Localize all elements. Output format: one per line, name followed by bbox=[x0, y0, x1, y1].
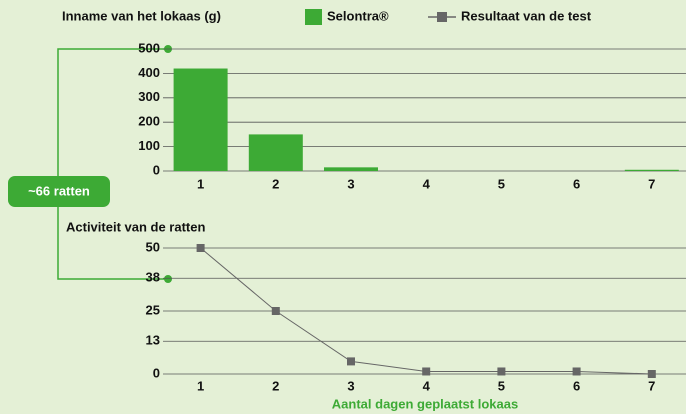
y-tick-label: 50 bbox=[146, 239, 160, 254]
x-tick-label: 2 bbox=[272, 378, 279, 393]
marker bbox=[271, 307, 280, 315]
x-tick-label: 7 bbox=[648, 378, 655, 393]
x-tick-label: 3 bbox=[347, 176, 354, 191]
bar bbox=[248, 134, 303, 171]
x-tick-label: 7 bbox=[648, 176, 655, 191]
x-tick-label: 5 bbox=[498, 176, 505, 191]
y-tick-label: 200 bbox=[138, 114, 160, 129]
chart-title: Inname van het lokaas (g) bbox=[62, 8, 221, 23]
x-tick-label: 3 bbox=[347, 378, 354, 393]
y-tick-label: 38 bbox=[146, 270, 160, 285]
y-tick-label: 0 bbox=[153, 162, 160, 177]
bracket bbox=[57, 48, 168, 280]
marker bbox=[497, 367, 506, 376]
marker bbox=[347, 357, 355, 366]
marker bbox=[647, 370, 656, 378]
bar bbox=[324, 167, 378, 171]
x-axis-label: Aantal dagen geplaatst lokaas bbox=[332, 396, 518, 411]
x-tick-label: 5 bbox=[498, 378, 505, 393]
x-tick-label: 6 bbox=[573, 378, 580, 393]
x-tick-label: 4 bbox=[423, 176, 431, 191]
marker bbox=[196, 244, 205, 252]
annotation-box bbox=[8, 176, 110, 207]
x-tick-label: 6 bbox=[573, 176, 580, 191]
chart-title: Activiteit van de ratten bbox=[66, 219, 205, 234]
y-tick-label: 400 bbox=[138, 65, 160, 80]
x-tick-label: 4 bbox=[423, 378, 431, 393]
y-tick-label: 500 bbox=[138, 40, 160, 55]
legend-swatch bbox=[305, 9, 322, 25]
legend-label: Selontra® bbox=[327, 8, 389, 23]
bracket-dot bbox=[164, 275, 172, 283]
marker bbox=[572, 367, 581, 376]
annotation: ~66 ratten bbox=[28, 183, 90, 198]
y-tick-label: 25 bbox=[146, 302, 160, 317]
legend-marker bbox=[437, 12, 447, 22]
legend-label: Resultaat van de test bbox=[461, 8, 592, 23]
y-tick-label: 300 bbox=[138, 89, 160, 104]
x-tick-label: 1 bbox=[197, 378, 204, 393]
marker bbox=[422, 367, 431, 376]
x-tick-label: 1 bbox=[197, 176, 204, 191]
y-tick-label: 13 bbox=[146, 333, 160, 348]
x-tick-label: 2 bbox=[272, 176, 279, 191]
bar bbox=[624, 169, 679, 171]
y-tick-label: 0 bbox=[153, 365, 160, 380]
bar bbox=[173, 68, 228, 171]
y-tick-label: 100 bbox=[138, 138, 160, 153]
